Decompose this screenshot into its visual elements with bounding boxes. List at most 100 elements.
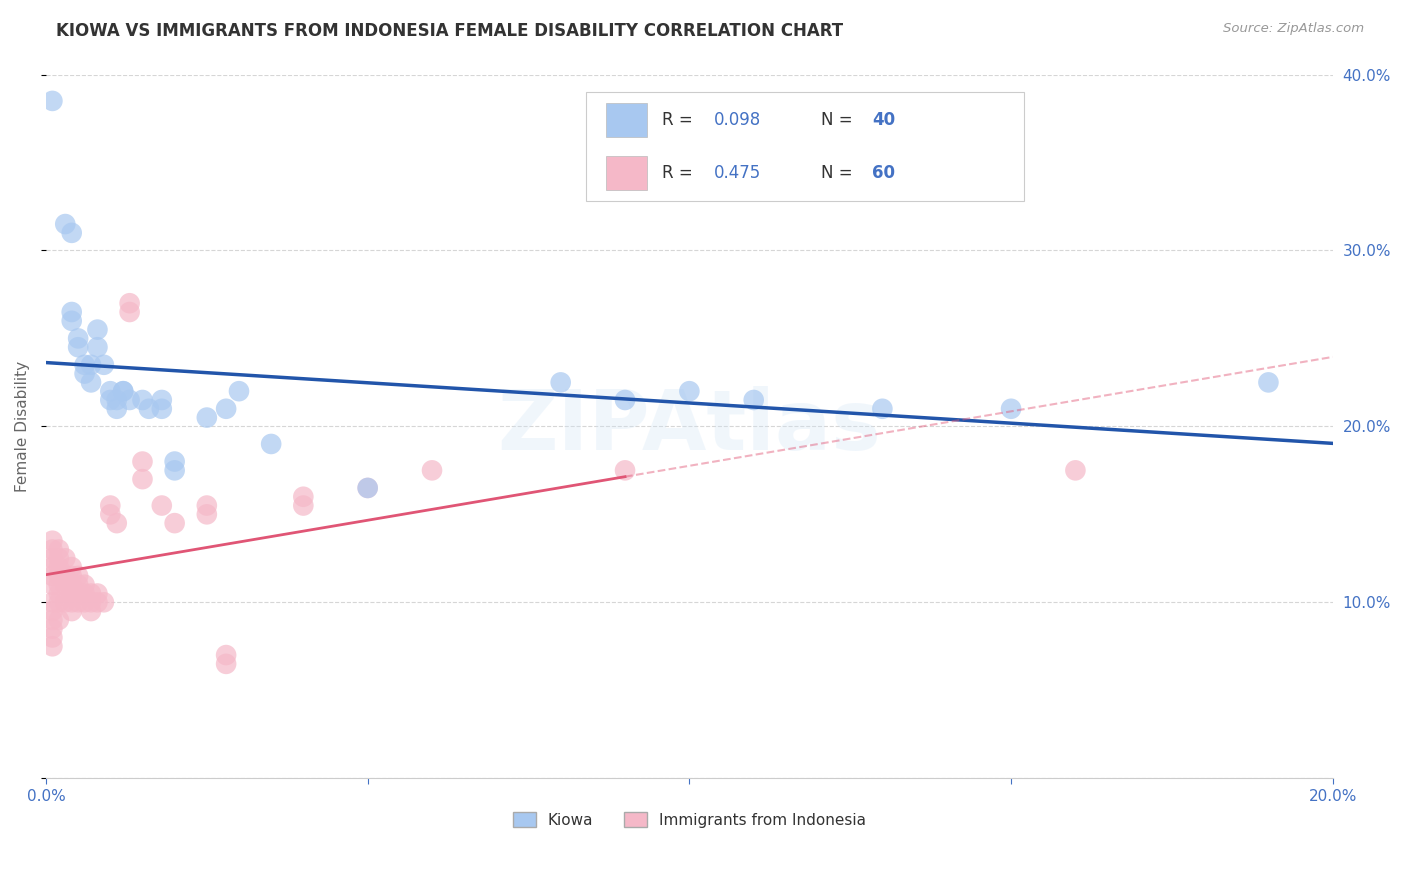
Point [48, 542, 70, 557]
Point [228, 384, 250, 399]
Point [67, 340, 90, 354]
Point [48, 577, 70, 591]
Point [48, 551, 70, 566]
Point [150, 499, 173, 513]
Point [53, 569, 76, 583]
Point [73, 586, 96, 600]
Point [60, 226, 83, 240]
Point [67, 586, 90, 600]
Point [53, 217, 76, 231]
Text: 0.475: 0.475 [714, 164, 761, 182]
Point [550, 376, 572, 390]
Point [357, 481, 380, 495]
Point [260, 437, 283, 451]
FancyBboxPatch shape [586, 92, 1024, 202]
Point [86, 340, 108, 354]
Point [73, 358, 96, 372]
Point [614, 463, 637, 477]
Point [163, 516, 186, 530]
Point [131, 472, 153, 486]
Text: 40: 40 [872, 112, 896, 129]
Point [80, 586, 103, 600]
Point [150, 392, 173, 407]
Point [1000, 401, 1022, 416]
Point [41, 577, 63, 591]
Point [105, 516, 128, 530]
Point [112, 384, 135, 399]
Point [53, 595, 76, 609]
Point [118, 392, 141, 407]
Point [131, 392, 153, 407]
Point [215, 648, 238, 662]
Point [292, 499, 315, 513]
Point [872, 401, 894, 416]
Point [67, 577, 90, 591]
Point [678, 384, 700, 399]
Point [48, 560, 70, 574]
Point [163, 454, 186, 468]
Point [93, 358, 115, 372]
Point [73, 367, 96, 381]
Point [41, 94, 63, 108]
Text: N =: N = [821, 164, 858, 182]
Text: N =: N = [821, 112, 858, 129]
Point [112, 384, 135, 399]
Point [48, 586, 70, 600]
Point [41, 604, 63, 618]
Point [60, 586, 83, 600]
Text: R =: R = [662, 164, 699, 182]
Point [86, 323, 108, 337]
Point [118, 296, 141, 310]
Point [67, 331, 90, 345]
Point [41, 631, 63, 645]
Point [41, 533, 63, 548]
Point [60, 577, 83, 591]
Point [195, 499, 218, 513]
Legend: Kiowa, Immigrants from Indonesia: Kiowa, Immigrants from Indonesia [506, 805, 872, 834]
Point [163, 463, 186, 477]
Point [93, 595, 115, 609]
Point [41, 622, 63, 636]
Point [53, 577, 76, 591]
Y-axis label: Female Disability: Female Disability [15, 360, 30, 491]
Text: Source: ZipAtlas.com: Source: ZipAtlas.com [1223, 22, 1364, 36]
Point [1257, 376, 1279, 390]
Point [60, 314, 83, 328]
Point [60, 560, 83, 574]
Point [86, 595, 108, 609]
Point [614, 392, 637, 407]
Point [41, 551, 63, 566]
Text: 60: 60 [872, 164, 896, 182]
Point [98, 392, 121, 407]
Text: 0.098: 0.098 [714, 112, 761, 129]
Point [195, 508, 218, 522]
Point [80, 376, 103, 390]
Point [73, 595, 96, 609]
Point [292, 490, 315, 504]
Point [67, 595, 90, 609]
Point [73, 577, 96, 591]
Point [98, 384, 121, 399]
Point [742, 392, 765, 407]
Point [98, 499, 121, 513]
Point [60, 305, 83, 319]
Point [48, 569, 70, 583]
Point [86, 586, 108, 600]
Point [48, 595, 70, 609]
Point [105, 392, 128, 407]
Point [80, 595, 103, 609]
Point [105, 401, 128, 416]
Point [98, 508, 121, 522]
Point [41, 595, 63, 609]
Point [41, 613, 63, 627]
Point [131, 454, 153, 468]
Point [53, 551, 76, 566]
Point [60, 604, 83, 618]
Point [150, 401, 173, 416]
Point [60, 595, 83, 609]
Point [48, 613, 70, 627]
Point [215, 657, 238, 671]
Point [357, 481, 380, 495]
Point [60, 569, 83, 583]
Point [1064, 463, 1087, 477]
